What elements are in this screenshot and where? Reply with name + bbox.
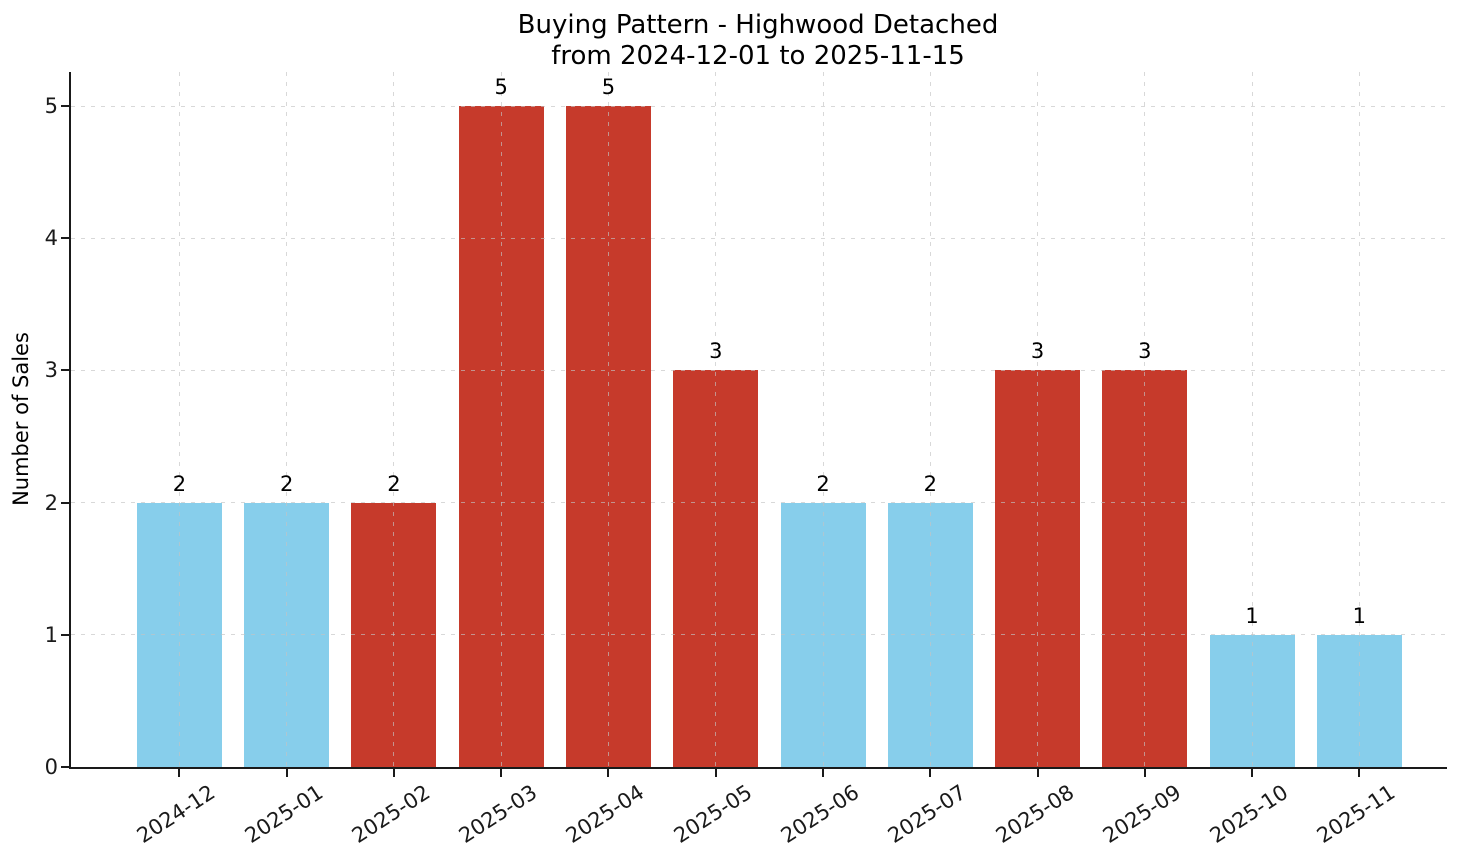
x-tick-mark [1143,767,1146,777]
bar-value-label: 3 [709,339,723,363]
bar-value-label: 2 [387,472,401,496]
x-tick-mark [714,767,717,777]
x-tick-label: 2025-03 [454,780,542,848]
chart-title: Buying Pattern - Highwood Detached [517,10,999,40]
v-gridline [822,72,824,767]
v-gridline [715,72,717,767]
y-tick-label: 3 [44,358,58,383]
y-tick-mark [61,105,71,107]
y-tick-mark [61,633,71,636]
x-tick-label: 2025-04 [562,780,649,848]
x-tick-mark [822,767,825,777]
h-gridline [71,105,1447,107]
h-gridline [71,502,1447,504]
x-tick-mark [1036,767,1039,777]
bar-value-label: 2 [279,472,294,496]
chart-title-block: Buying Pattern - Highwood Detached from … [69,10,1447,72]
y-tick-label: 5 [44,94,58,118]
bar-value-label: 2 [816,472,830,496]
x-tick-mark [929,767,932,777]
x-tick-mark [607,767,610,777]
bar-value-label: 5 [601,75,616,99]
x-tick-mark [178,767,181,777]
x-tick-mark [392,767,395,777]
bar-value-label: 3 [1138,339,1152,363]
x-tick-label: 2025-05 [669,780,757,848]
bar-value-label: 1 [1352,604,1367,628]
x-tick-label: 2025-07 [883,780,971,848]
bar-value-label: 5 [494,75,508,99]
x-tick-label: 2025-01 [240,780,327,848]
v-gridline [1037,72,1039,767]
x-tick-label: 2025-11 [1313,780,1400,848]
x-tick-label: 2025-08 [991,780,1078,848]
chart-subtitle: from 2024-12-01 to 2025-11-15 [551,41,965,71]
h-gridline [71,369,1447,371]
bar-value-label: 3 [1030,339,1045,363]
x-tick-mark [285,767,288,777]
bar-value-label: 2 [172,472,187,496]
x-tick-mark [500,767,503,777]
h-gridline [71,237,1447,239]
v-gridline [1144,72,1146,767]
v-gridline [286,72,288,767]
v-gridline [929,72,931,767]
h-gridline [71,634,1447,636]
bar-value-label: 2 [923,472,937,496]
plot-area: 2 2 2 5 5 3 2 2 3 3 1 1 [69,72,1447,769]
x-tick-label: 2024-12 [133,780,220,848]
y-tick-mark [61,501,71,504]
y-tick-label: 1 [44,622,58,647]
v-gridline [393,72,395,767]
v-gridline [1358,72,1360,767]
bar-value-label: 1 [1245,604,1259,628]
v-gridline [500,72,502,767]
x-tick-mark [1251,767,1254,777]
v-gridline [1251,72,1253,767]
x-tick-label: 2025-09 [1098,780,1186,848]
y-tick-label: 4 [44,226,58,251]
y-tick-label: 2 [44,490,58,515]
x-tick-label: 2025-10 [1205,780,1293,848]
x-tick-label: 2025-06 [776,780,864,848]
y-tick-mark [61,369,71,372]
v-gridline [178,72,180,767]
v-gridline [607,72,609,767]
x-tick-mark [1358,767,1361,777]
y-tick-mark [61,766,71,768]
y-tick-mark [61,237,71,240]
x-tick-label: 2025-02 [347,780,435,848]
y-tick-label: 0 [44,755,58,779]
